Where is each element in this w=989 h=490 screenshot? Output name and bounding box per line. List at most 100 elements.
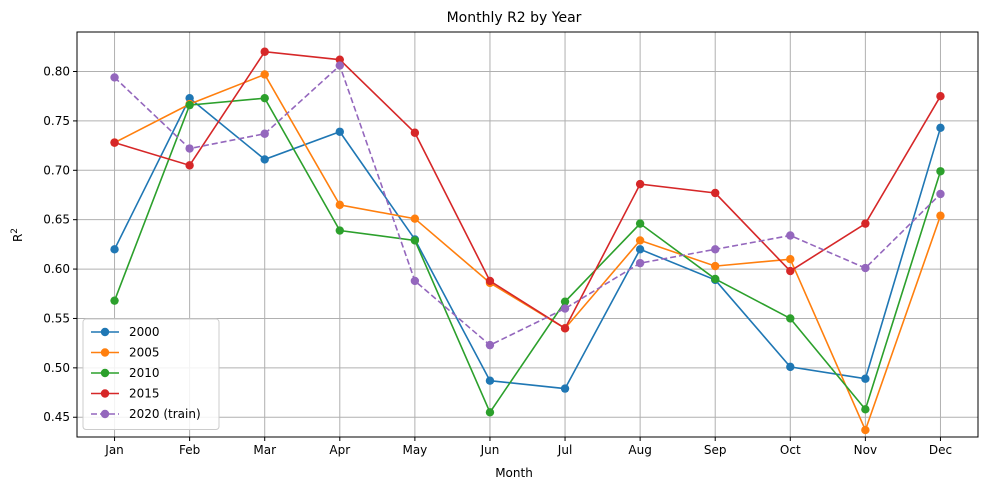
series-2010 bbox=[110, 93, 945, 417]
data-point bbox=[185, 161, 194, 170]
data-point bbox=[335, 55, 344, 64]
data-point bbox=[560, 384, 570, 393]
data-point bbox=[110, 73, 119, 82]
legend: 2000 2005 2010 2015 2020 (train) bbox=[82, 318, 220, 430]
data-point bbox=[861, 405, 870, 414]
series-line bbox=[113, 97, 942, 414]
data-point bbox=[936, 211, 945, 220]
legend-item: 2005 bbox=[91, 346, 160, 360]
y-tick-label: 0.55 bbox=[43, 311, 70, 325]
data-point bbox=[485, 340, 495, 350]
legend-label: 2015 bbox=[129, 387, 160, 401]
data-point bbox=[560, 304, 570, 313]
data-point bbox=[185, 93, 194, 103]
x-tick-label: Dec bbox=[929, 443, 952, 457]
y-tick-label: 0.80 bbox=[43, 65, 70, 79]
data-point bbox=[110, 138, 119, 147]
plot-frame bbox=[76, 31, 979, 438]
legend-marker bbox=[100, 327, 110, 337]
data-point bbox=[335, 200, 344, 210]
y-tick-label: 0.65 bbox=[43, 213, 70, 227]
x-tick-label: Jun bbox=[480, 443, 500, 457]
legend-label: 2000 bbox=[129, 325, 160, 339]
data-point bbox=[786, 254, 795, 264]
data-point bbox=[861, 219, 870, 228]
data-point bbox=[335, 61, 344, 70]
axis-ticks: Jan Feb Mar Apr May Jun Jul Aug Sep Oct Nov Dec 0.45… bbox=[43, 65, 952, 457]
data-point bbox=[861, 374, 870, 383]
series-lines bbox=[110, 47, 945, 435]
data-point bbox=[260, 129, 269, 138]
y-tick-label: 0.45 bbox=[43, 410, 70, 424]
legend-marker bbox=[100, 348, 110, 357]
data-point bbox=[936, 123, 945, 133]
data-point bbox=[635, 179, 645, 189]
y-tick-label: 0.60 bbox=[43, 262, 70, 276]
data-point bbox=[260, 155, 269, 164]
series-line bbox=[113, 96, 942, 390]
data-point bbox=[185, 100, 194, 110]
legend-marker bbox=[100, 389, 110, 398]
x-tick-label: Mar bbox=[253, 443, 276, 457]
data-point bbox=[335, 226, 344, 235]
data-point bbox=[485, 408, 495, 417]
legend-label: 2010 bbox=[129, 366, 160, 380]
legend-item: 2000 bbox=[91, 325, 160, 339]
series-2020-train- bbox=[110, 61, 945, 350]
chart-title: Monthly R2 by Year bbox=[447, 10, 582, 26]
data-point bbox=[410, 214, 420, 223]
data-point bbox=[635, 245, 645, 254]
series-line bbox=[114, 50, 942, 330]
series-line bbox=[114, 73, 942, 433]
data-point bbox=[635, 258, 645, 268]
x-tick-label: Nov bbox=[854, 443, 877, 457]
y-tick-label: 0.75 bbox=[43, 114, 70, 128]
legend-item: 2020 (train) bbox=[91, 407, 201, 421]
y-tick-label: 0.70 bbox=[43, 163, 70, 177]
data-point bbox=[260, 47, 269, 56]
data-point bbox=[936, 92, 945, 101]
data-point bbox=[410, 276, 420, 286]
legend-marker bbox=[100, 368, 110, 378]
data-point bbox=[110, 296, 119, 305]
data-point bbox=[936, 167, 945, 176]
data-point bbox=[485, 376, 495, 385]
x-tick-label: May bbox=[402, 443, 427, 457]
y-tick-label: 0.50 bbox=[43, 361, 70, 375]
data-point bbox=[786, 266, 795, 276]
data-point bbox=[560, 324, 570, 333]
data-point bbox=[410, 236, 420, 245]
x-tick-label: Jan bbox=[104, 443, 124, 457]
data-point bbox=[786, 231, 795, 240]
legend-label: 2005 bbox=[129, 346, 160, 360]
x-axis-label: Month bbox=[495, 466, 533, 480]
data-point bbox=[711, 261, 720, 271]
data-point bbox=[335, 127, 344, 136]
data-point bbox=[635, 236, 645, 245]
data-point bbox=[711, 188, 720, 198]
data-point bbox=[786, 362, 795, 372]
data-point bbox=[711, 274, 720, 284]
data-point bbox=[936, 189, 945, 199]
series-2015 bbox=[110, 47, 945, 333]
data-point bbox=[786, 314, 795, 323]
data-point bbox=[410, 128, 420, 137]
data-point bbox=[260, 93, 269, 103]
x-tick-label: Jul bbox=[557, 443, 572, 457]
data-point bbox=[635, 219, 645, 228]
legend-item: 2015 bbox=[91, 387, 160, 401]
data-point bbox=[110, 245, 119, 254]
x-tick-label: Sep bbox=[704, 443, 727, 457]
legend-box bbox=[82, 318, 220, 430]
data-point bbox=[485, 276, 495, 286]
x-tick-label: Aug bbox=[628, 443, 651, 457]
x-tick-label: Apr bbox=[329, 443, 350, 457]
data-point bbox=[185, 144, 194, 153]
legend-marker bbox=[100, 409, 110, 419]
series-line bbox=[113, 64, 942, 347]
x-tick-label: Oct bbox=[780, 443, 801, 457]
data-point bbox=[260, 70, 269, 79]
series-2000 bbox=[110, 93, 945, 393]
data-point bbox=[711, 245, 720, 254]
